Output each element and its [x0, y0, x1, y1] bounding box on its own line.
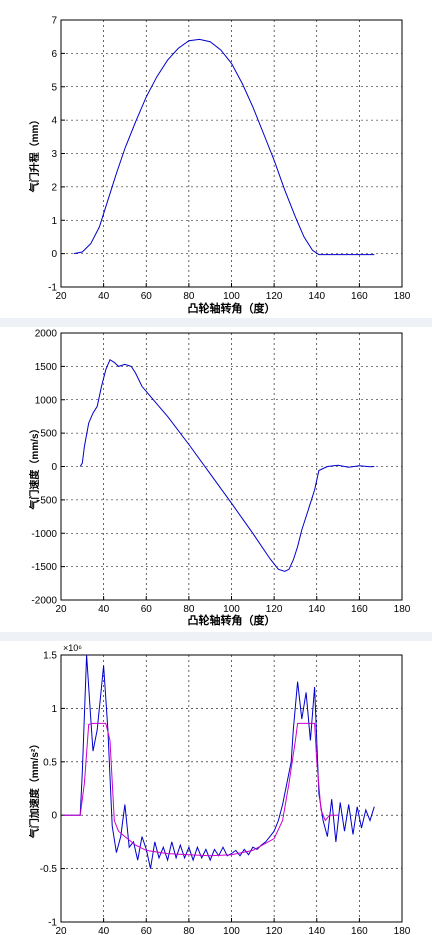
y-tick-label: 0.5	[43, 757, 57, 768]
y-tick-label: 1	[51, 704, 57, 715]
axes-frame	[60, 654, 403, 923]
x-tick-label: 20	[55, 291, 67, 302]
y-tick-label: 0	[51, 249, 57, 260]
chart-valve-lift: 20 40 60 80 100 120 140 160 180 -1 0 1 2 3 4 5 6 7 凸轮轴转角（度…	[28, 16, 411, 316]
series-line	[79, 358, 375, 572]
x-tick-label: 140	[308, 604, 325, 615]
series-line	[73, 38, 375, 256]
x-tick-label: 120	[266, 926, 283, 935]
y-axis-label: 气门升程（mm）	[28, 115, 41, 194]
x-tick-label: 140	[308, 926, 325, 935]
chart-valve-velocity: 20 40 60 80 100 120 140 160 180 -2000 -1500 -1000 -5…	[28, 329, 411, 628]
y-tick-label: 500	[40, 429, 57, 440]
x-tick-label: 60	[141, 604, 153, 615]
chart-valve-acceleration: 20406080100120140160180-1-0.500.511.5凸轮轴…	[28, 643, 411, 935]
y-tick-label: 1500	[35, 362, 58, 373]
x-axis-label: 凸轮轴转角（度）	[188, 301, 276, 315]
y-tick-label: -1	[48, 283, 57, 294]
x-tick-label: 60	[141, 926, 153, 935]
x-tick-label: 160	[351, 291, 368, 302]
x-tick-label: 100	[223, 926, 240, 935]
axis-scale-exponent: ×10⁶	[63, 643, 82, 653]
x-tick-label: 180	[394, 604, 411, 615]
x-tick-label: 100	[223, 604, 240, 615]
y-tick-label: 2	[51, 182, 57, 193]
y-tick-label: 1	[51, 216, 57, 227]
series-line-secondary	[63, 722, 339, 857]
y-tick-label: -500	[37, 495, 57, 506]
x-tick-label: 20	[55, 926, 67, 935]
y-tick-label: 0	[51, 811, 57, 822]
x-tick-label: 60	[141, 291, 153, 302]
series-line	[63, 654, 375, 869]
x-tick-label: 160	[351, 926, 368, 935]
x-tick-label: 180	[394, 291, 411, 302]
x-tick-label: 80	[183, 926, 195, 935]
x-tick-label: 160	[351, 604, 368, 615]
x-tick-label: 80	[183, 604, 195, 615]
x-tick-label: 120	[266, 604, 283, 615]
y-tick-label: -1500	[31, 562, 57, 573]
y-tick-label: 1.5	[43, 651, 57, 662]
y-tick-label: 6	[51, 49, 57, 60]
x-tick-label: 40	[98, 604, 110, 615]
y-tick-label: -0.5	[40, 864, 58, 875]
y-axis-label: 气门速度（mm/s）	[28, 423, 41, 510]
y-tick-label: -2000	[31, 596, 57, 607]
y-tick-label: 5	[51, 82, 57, 93]
y-tick-label: -1	[48, 918, 57, 929]
y-tick-label: 1000	[35, 395, 58, 406]
x-tick-label: 120	[266, 291, 283, 302]
y-axis-label: 气门加速度（mm/s²）	[28, 739, 41, 839]
x-axis-label: 凸轮轴转角（度）	[188, 613, 276, 627]
x-tick-label: 20	[55, 604, 67, 615]
x-tick-label: 80	[183, 291, 195, 302]
x-tick-label: 140	[308, 291, 325, 302]
x-tick-label: 100	[223, 291, 240, 302]
y-tick-label: 3	[51, 149, 57, 160]
y-tick-label: -1000	[31, 529, 57, 540]
x-tick-label: 40	[98, 926, 110, 935]
y-tick-label: 7	[51, 16, 57, 27]
x-tick-label: 40	[98, 291, 110, 302]
y-tick-label: 4	[51, 116, 57, 127]
y-tick-label: 0	[51, 462, 57, 473]
x-tick-label: 180	[394, 926, 411, 935]
y-tick-label: 2000	[35, 329, 58, 340]
